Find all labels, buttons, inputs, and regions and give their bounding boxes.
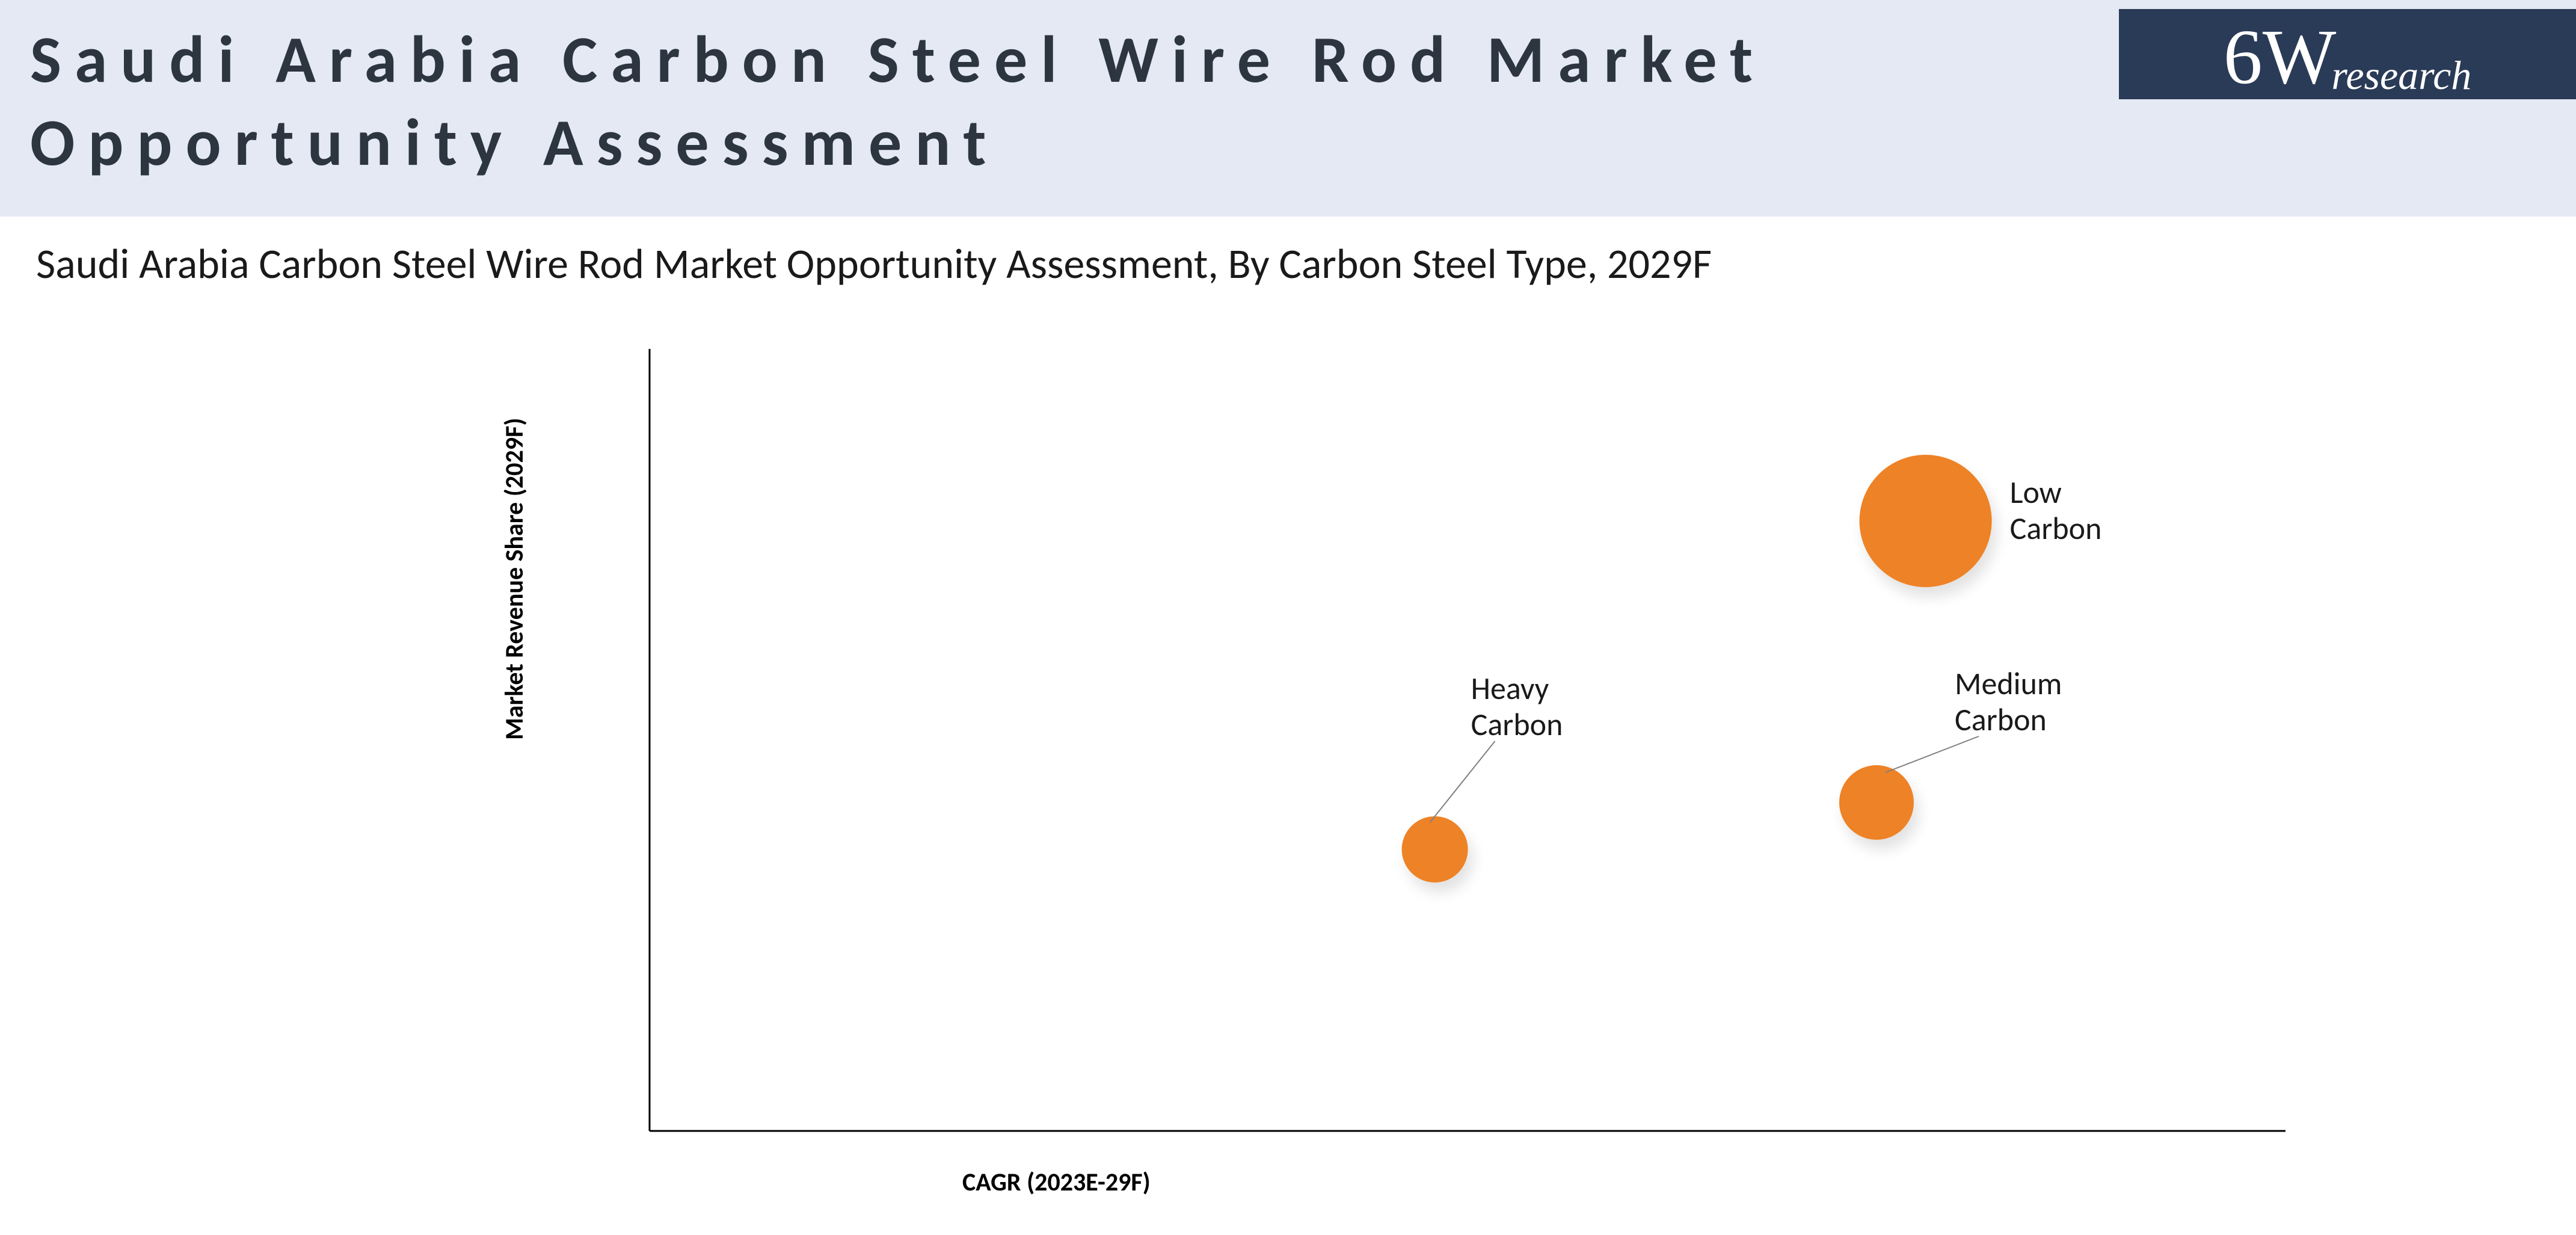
- bubble-heavy-carbon: [1402, 816, 1468, 882]
- page-title: Saudi Arabia Carbon Steel Wire Rod Marke…: [30, 18, 2075, 183]
- logo-main: 6W: [2224, 12, 2337, 102]
- x-axis-title: CAGR (2023E-29F): [962, 1167, 1151, 1198]
- bubble-chart: LowCarbon MediumCarbon HeavyCarbon: [541, 349, 2286, 1131]
- header-band: Saudi Arabia Carbon Steel Wire Rod Marke…: [0, 0, 2576, 217]
- chart-subtitle: Saudi Arabia Carbon Steel Wire Rod Marke…: [36, 238, 1712, 289]
- bubble-medium-carbon: [1839, 765, 1914, 840]
- leader-line: [1430, 741, 1495, 822]
- logo: 6W research: [2119, 9, 2576, 99]
- bubble-label-low-carbon: LowCarbon: [2010, 473, 2102, 547]
- y-axis-title: Market Revenue Share (2029F): [499, 418, 530, 740]
- logo-sub: research: [2331, 52, 2471, 99]
- leader-line: [1886, 736, 1979, 772]
- bubble-label-heavy-carbon: HeavyCarbon: [1471, 669, 1563, 744]
- bubble-label-medium-carbon: MediumCarbon: [1955, 664, 2062, 739]
- chart-svg: LowCarbon MediumCarbon HeavyCarbon: [541, 349, 2286, 1131]
- bubble-low-carbon: [1860, 455, 1992, 587]
- bubbles-group: LowCarbon MediumCarbon HeavyCarbon: [1402, 455, 2102, 882]
